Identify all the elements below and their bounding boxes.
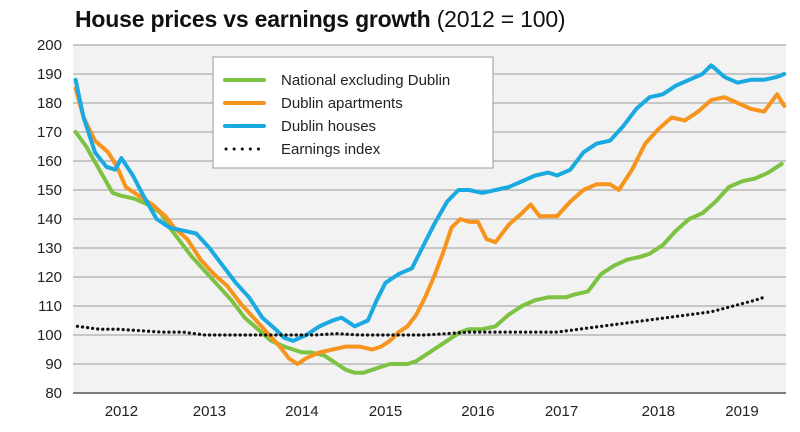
legend-label-dublin-apartments: Dublin apartments xyxy=(281,95,403,112)
chart-title-subtitle: (2012 = 100) xyxy=(436,6,566,32)
x-axis-ticks: 2012 2013 2014 2015 2016 2017 2018 2019 xyxy=(105,403,759,420)
y-tick-label: 150 xyxy=(37,182,62,199)
legend-label-national-excluding-dublin: National excluding Dublin xyxy=(281,72,450,89)
y-tick-label: 120 xyxy=(37,269,62,286)
legend-label-dublin-houses: Dublin houses xyxy=(281,118,376,135)
series-line-dublin-apartments xyxy=(73,86,787,366)
y-tick-label: 170 xyxy=(37,124,62,141)
chart-title-main: House prices vs earnings growth xyxy=(75,6,431,32)
chart-title: House prices vs earnings growth (2012 = … xyxy=(75,6,566,33)
y-tick-label: 80 xyxy=(45,385,62,402)
y-tick-label: 160 xyxy=(37,153,62,170)
series-line-earnings-index xyxy=(75,295,766,337)
legend-label-earnings-index: Earnings index xyxy=(281,141,381,158)
x-tick-label: 2016 xyxy=(461,403,494,420)
legend: National excluding Dublin Dublin apartmen… xyxy=(212,56,494,169)
y-tick-label: 90 xyxy=(45,356,62,373)
x-tick-label: 2018 xyxy=(642,403,675,420)
series-lines xyxy=(73,63,787,375)
x-tick-label: 2012 xyxy=(105,403,138,420)
y-tick-label: 190 xyxy=(37,66,62,83)
y-tick-label: 180 xyxy=(37,95,62,112)
y-tick-label: 200 xyxy=(37,37,62,54)
y-tick-label: 140 xyxy=(37,211,62,228)
x-tick-label: 2013 xyxy=(193,403,226,420)
x-tick-label: 2019 xyxy=(725,403,758,420)
series-line-dublin-houses xyxy=(73,63,787,343)
x-tick-label: 2017 xyxy=(545,403,578,420)
y-tick-label: 110 xyxy=(38,298,62,315)
y-tick-label: 130 xyxy=(37,240,62,257)
series-line-national-excluding-dublin xyxy=(73,130,784,375)
x-tick-label: 2015 xyxy=(369,403,402,420)
y-axis-ticks: 80 90 100 110 120 130 140 150 160 170 180 190 200 xyxy=(37,37,62,402)
x-tick-label: 2014 xyxy=(285,403,318,420)
y-tick-label: 100 xyxy=(37,327,62,344)
